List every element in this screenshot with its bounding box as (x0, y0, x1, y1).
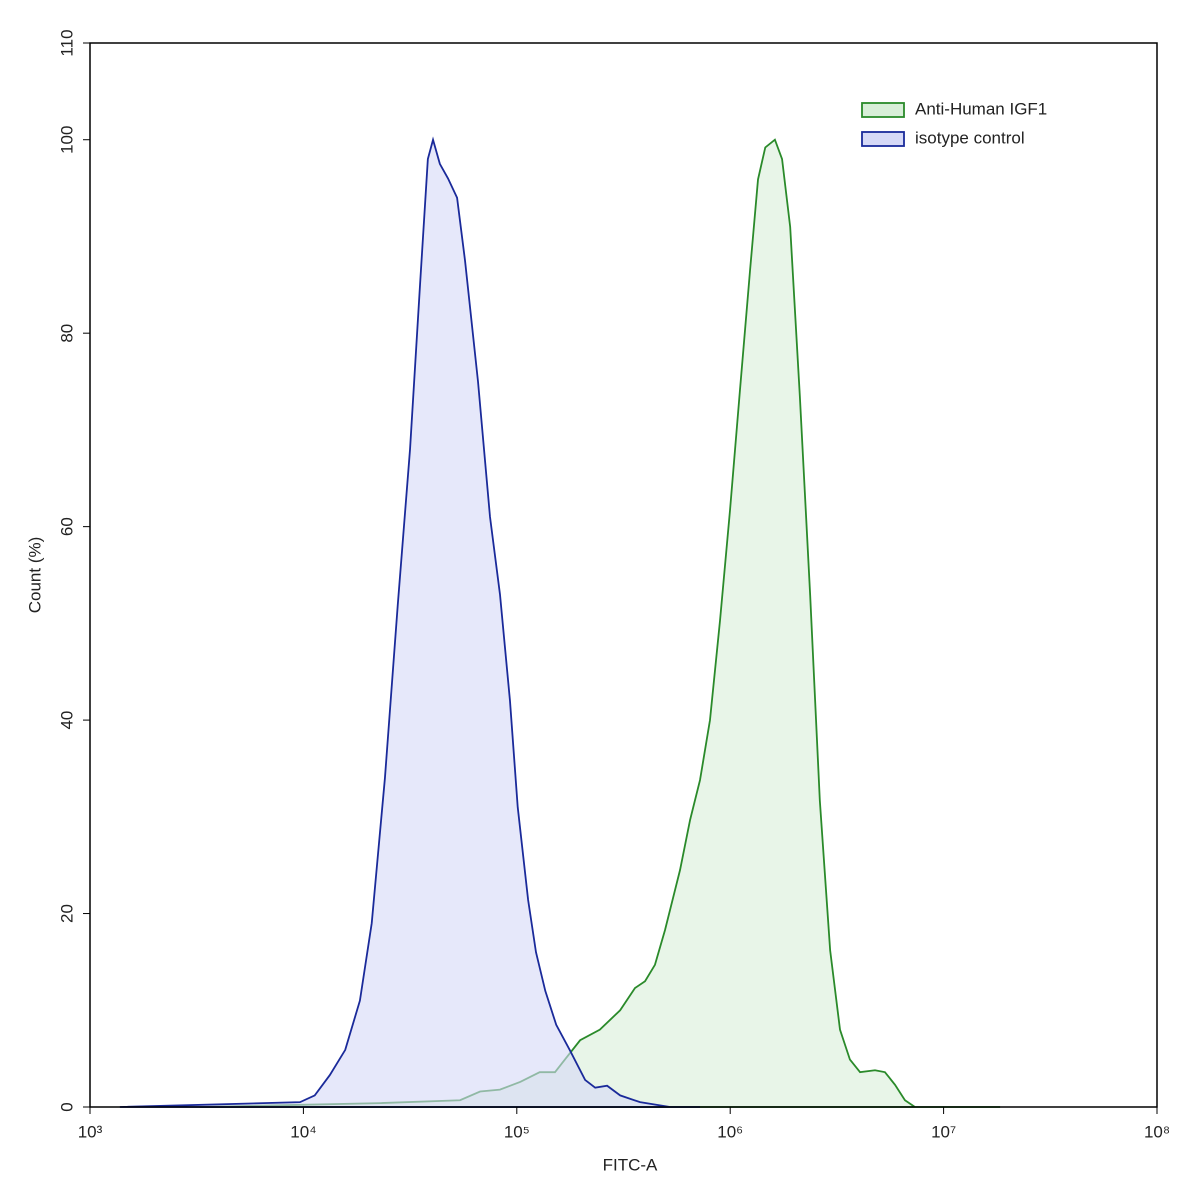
x-tick-label: 10³ (78, 1122, 103, 1141)
x-tick-label: 10⁶ (717, 1122, 743, 1141)
x-tick-label: 10⁷ (931, 1122, 956, 1141)
legend-label: isotype control (915, 128, 1025, 147)
x-tick-label: 10⁴ (290, 1122, 316, 1141)
area (119, 136, 701, 1108)
y-axis-label: Count (%) (25, 537, 44, 614)
area (199, 138, 1001, 1108)
y-tick-label: 0 (57, 1102, 76, 1111)
plot-frame (89, 42, 1158, 1108)
legend-label: Anti-Human IGF1 (915, 99, 1047, 118)
x-axis-label: FITC-A (603, 1155, 658, 1174)
legend-swatch (861, 131, 905, 147)
y-tick-label: 100 (57, 126, 76, 154)
y-tick-label: 40 (57, 711, 76, 730)
y-tick-label: 60 (57, 517, 76, 536)
x-tick-label: 10⁸ (1144, 1122, 1170, 1141)
y-tick-label: 80 (57, 324, 76, 343)
x-tick-label: 10⁵ (504, 1122, 530, 1141)
y-tick-label: 20 (57, 904, 76, 923)
y-tick-label: 110 (57, 29, 76, 56)
legend-swatch (861, 102, 905, 118)
